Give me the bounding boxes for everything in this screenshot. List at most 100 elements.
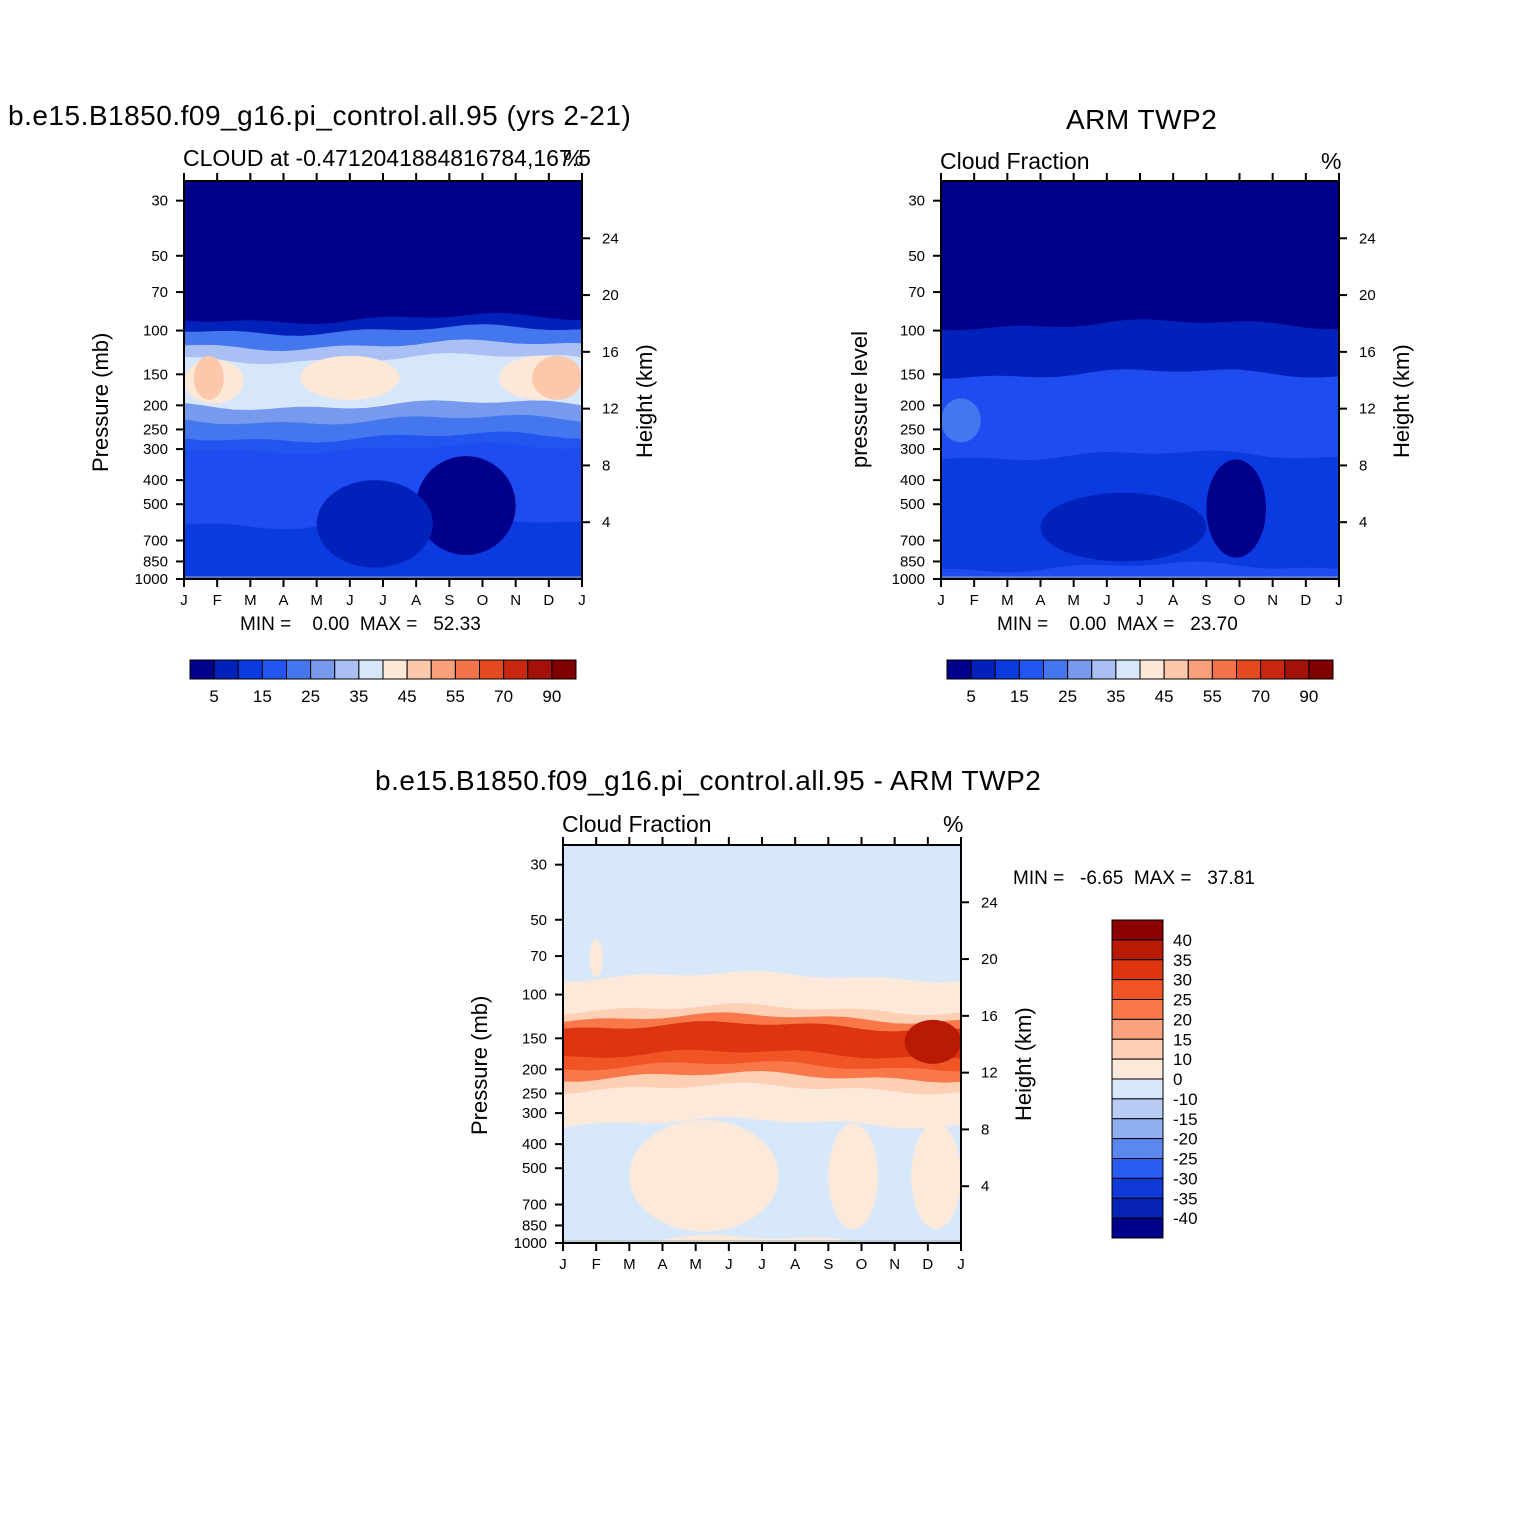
- panel3-plot-area: [563, 845, 961, 1243]
- panel3-minmax: MIN = -6.65 MAX = 37.81: [1013, 868, 1255, 889]
- panel3-colorbar-swatch: [1111, 1078, 1164, 1100]
- panel2-colorbar-swatch: [1163, 659, 1189, 680]
- panel1-colorbar-label: 15: [253, 687, 272, 706]
- panel1-xtick-label: M: [310, 592, 323, 609]
- panel1-ytick-label: 150: [143, 366, 168, 383]
- panel1-colorbar-label: 55: [446, 687, 465, 706]
- panel1-colorbar-label: 45: [398, 687, 417, 706]
- panel3-contour-feature: [904, 1019, 961, 1064]
- panel3-colorbar-swatch: [1111, 959, 1164, 981]
- panel1-subtitle: CLOUD at -0.4712041884816784,167.5: [183, 145, 591, 171]
- panel1-contour-band: [184, 181, 582, 326]
- panel2-plot-area: [941, 181, 1339, 579]
- panel1-colorbar-swatch: [189, 659, 215, 680]
- panel2-contour-band: [941, 181, 1339, 332]
- panel3-xtick-label: N: [889, 1256, 900, 1273]
- panel1-colorbar-label: 5: [209, 687, 218, 706]
- panel2-ytick-right-label: 16: [1359, 344, 1376, 361]
- panel2-xtick-label: D: [1300, 592, 1311, 609]
- panel1-xtick-label: J: [346, 592, 354, 609]
- panel3-ytick-right-label: 20: [981, 951, 998, 968]
- panel1-colorbar-swatch: [479, 659, 505, 680]
- panel3-xtick-label: J: [957, 1256, 965, 1273]
- panel3-xtick-label: O: [856, 1256, 868, 1273]
- panel2-ytick-right-label: 20: [1359, 287, 1376, 304]
- panel3-colorbar-label: 30: [1173, 971, 1192, 990]
- panel2-ytick-label: 70: [908, 284, 925, 301]
- panel2-colorbar-swatch: [1091, 659, 1117, 680]
- panel3-colorbar-label: 25: [1173, 991, 1192, 1010]
- panel3-colorbar-label: -30: [1173, 1169, 1198, 1188]
- panel3-xtick-label: J: [758, 1256, 766, 1273]
- panel1-ytick-right-label: 20: [602, 287, 619, 304]
- panel1-ytick-label: 300: [143, 441, 168, 458]
- panel2-colorbar-label: 25: [1058, 687, 1077, 706]
- panel3-ytick-label: 300: [522, 1105, 547, 1122]
- panel1-ytick-label: 850: [143, 553, 168, 570]
- panel2-colorbar-label: 5: [966, 687, 975, 706]
- panel2-colorbar-swatch: [946, 659, 972, 680]
- panel2-ytick-label: 250: [900, 421, 925, 438]
- panel2-ytick-label: 30: [908, 193, 925, 210]
- panel3-ylabel: Pressure (mb): [467, 995, 492, 1135]
- panel1-contour-feature: [193, 355, 224, 400]
- panel1-ytick-label: 70: [151, 284, 168, 301]
- panel1-ytick-label: 1000: [135, 571, 168, 588]
- panel2-colorbar-label: 35: [1106, 687, 1125, 706]
- panel3-colorbar-swatch: [1111, 939, 1164, 961]
- panel3-colorbar-label: -25: [1173, 1150, 1198, 1169]
- panel3-colorbar-label: -15: [1173, 1110, 1198, 1129]
- panel1-ytick-right-label: 8: [602, 457, 610, 474]
- panel1-xtick-label: J: [180, 592, 188, 609]
- panel1-ytick-label: 700: [143, 533, 168, 550]
- panel1-ylabel-right: Height (km): [632, 344, 657, 458]
- panel2-ytick-label: 300: [900, 441, 925, 458]
- panel2-colorbar-swatch: [970, 659, 996, 680]
- panel2-colorbar-swatch: [1067, 659, 1093, 680]
- panel3-ytick-label: 1000: [514, 1235, 547, 1252]
- panel1-xtick-label: F: [213, 592, 222, 609]
- panel3-colorbar-swatch: [1111, 1018, 1164, 1040]
- panel3-colorbar-label: 20: [1173, 1010, 1192, 1029]
- panel3-ytick-label: 200: [522, 1061, 547, 1078]
- panel2-colorbar-label: 90: [1299, 687, 1318, 706]
- panel2-contour-band: [941, 369, 1339, 462]
- panel1-ytick-right-label: 12: [602, 401, 619, 418]
- panel3-ytick-right-label: 16: [981, 1008, 998, 1025]
- panel2-ytick-label: 200: [900, 397, 925, 414]
- panel2-ytick-right-label: 24: [1359, 230, 1376, 247]
- panel1-colorbar-swatch: [551, 659, 577, 680]
- panel1-contour-feature: [300, 355, 400, 400]
- panel3-colorbar-label: -10: [1173, 1090, 1198, 1109]
- panel2-colorbar-swatch: [1260, 659, 1286, 680]
- panel3-ytick-right-label: 24: [981, 894, 998, 911]
- panel1-xtick-label: M: [244, 592, 257, 609]
- panel3-contour-feature: [828, 1123, 879, 1230]
- panel2-colorbar-swatch: [1211, 659, 1237, 680]
- panel2-ytick-right-label: 8: [1359, 457, 1367, 474]
- panel2-colorbar-label: 70: [1251, 687, 1270, 706]
- panel3-colorbar-swatch: [1111, 919, 1164, 941]
- panel1-ytick-label: 400: [143, 472, 168, 489]
- panel1-ylabel: Pressure (mb): [88, 332, 113, 472]
- panel3-ytick-label: 850: [522, 1217, 547, 1234]
- panel2-ytick-label: 850: [900, 553, 925, 570]
- panel3-ytick-label: 30: [530, 857, 547, 874]
- panel3-colorbar-label: 0: [1173, 1070, 1182, 1089]
- panel3-ytick-label: 50: [530, 912, 547, 929]
- panel3-xtick-label: J: [559, 1256, 567, 1273]
- panel2-ylabel: pressure level: [847, 331, 872, 468]
- panel1-ytick-right-label: 24: [602, 230, 619, 247]
- panel1-colorbar-swatch: [382, 659, 408, 680]
- panel3-colorbar-label: 35: [1173, 951, 1192, 970]
- panel2-xtick-label: A: [1035, 592, 1045, 609]
- panel2-ytick-label: 700: [900, 533, 925, 550]
- panel3-xtick-label: M: [689, 1256, 702, 1273]
- panel1-ytick-label: 500: [143, 496, 168, 513]
- panel3-ytick-right-label: 4: [981, 1178, 989, 1195]
- panel1-colorbar-swatch: [503, 659, 529, 680]
- panel1-colorbar-label: 70: [494, 687, 513, 706]
- panel1-ytick-label: 250: [143, 421, 168, 438]
- panel2-xtick-label: J: [1103, 592, 1111, 609]
- panel2-colorbar-label: 55: [1203, 687, 1222, 706]
